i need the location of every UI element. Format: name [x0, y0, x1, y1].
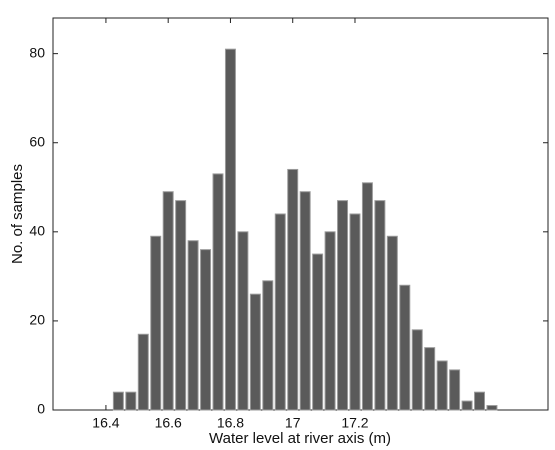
bar: [249, 293, 261, 411]
y-axis-label: No. of samples: [9, 164, 26, 264]
bar: [449, 369, 461, 411]
bar: [474, 391, 485, 411]
x-tick-label: 16.4: [92, 415, 119, 431]
bar: [262, 280, 274, 411]
x-tick-label: 17.2: [341, 415, 368, 431]
bar: [312, 253, 324, 411]
bar: [424, 347, 436, 411]
bar: [361, 182, 373, 411]
bar: [324, 231, 336, 411]
y-tick-label: 60: [29, 133, 45, 149]
bar: [374, 200, 386, 411]
bar: [150, 235, 162, 411]
x-axis-label: Water level at river axis (m): [209, 430, 391, 447]
bar: [274, 213, 286, 411]
bar: [125, 391, 137, 411]
bar: [187, 240, 199, 411]
bar: [224, 48, 236, 411]
bar: [112, 391, 124, 411]
y-tick-label: 80: [29, 44, 45, 60]
bar: [200, 249, 212, 411]
bar: [337, 200, 349, 411]
bar: [175, 200, 187, 411]
y-tick-label: 40: [29, 223, 45, 239]
bar: [299, 191, 311, 411]
x-tick-label: 17: [285, 415, 301, 431]
x-tick-label: 16.6: [155, 415, 182, 431]
y-tick-label: 0: [37, 401, 45, 417]
y-tick-label: 20: [29, 312, 45, 328]
bar: [162, 191, 174, 411]
bar: [486, 405, 498, 411]
bar: [137, 333, 149, 411]
bar: [411, 329, 423, 411]
bar: [461, 400, 473, 411]
x-tick-label: 16.8: [217, 415, 244, 431]
bar: [237, 231, 249, 411]
bar: [287, 168, 299, 411]
bar: [212, 173, 224, 411]
bar: [386, 235, 398, 411]
bar: [399, 284, 411, 411]
bar: [436, 360, 448, 411]
bar: [349, 213, 361, 411]
